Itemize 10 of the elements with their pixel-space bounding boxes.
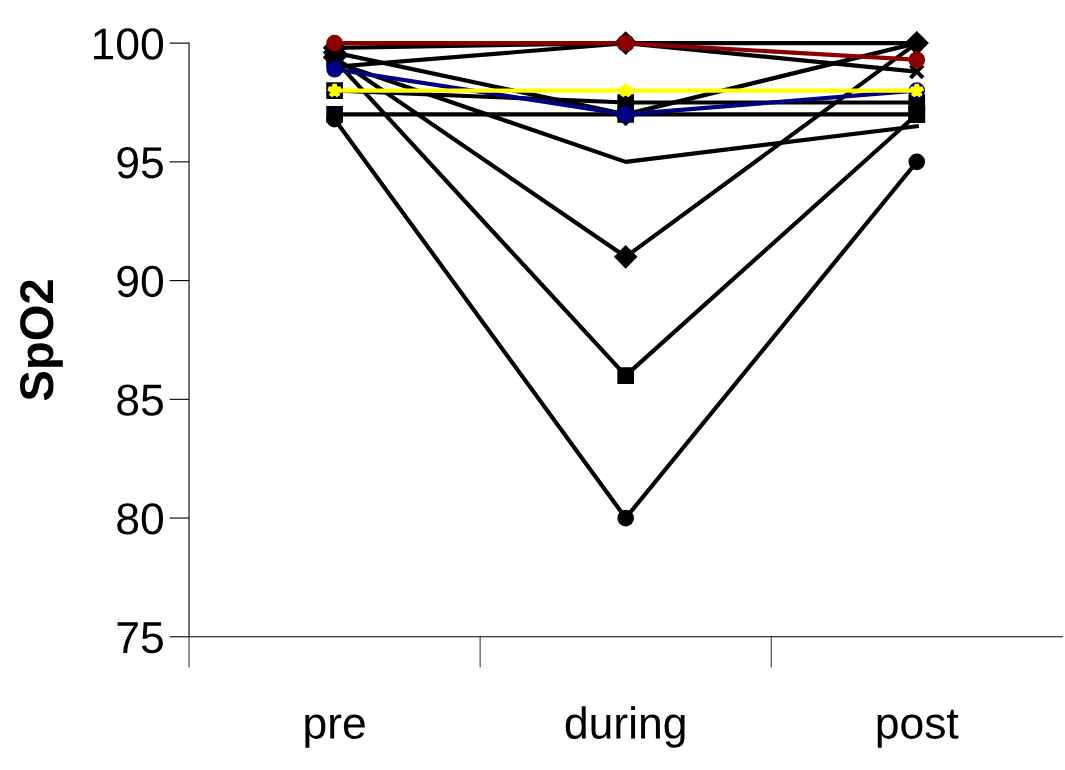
- x-tick-label: post: [877, 709, 959, 748]
- y-tick-label: 80: [117, 503, 163, 535]
- y-tick-label: 100: [93, 28, 163, 60]
- x-tick-label: during: [565, 706, 685, 748]
- y-tick-label: 85: [117, 384, 163, 416]
- y-tick-label: 75: [117, 622, 163, 654]
- y-axis-title: SpO2: [20, 280, 63, 401]
- x-tick-label: pre: [305, 714, 365, 748]
- y-tick-label: 90: [117, 265, 163, 298]
- y-tick-label: 95: [117, 146, 163, 179]
